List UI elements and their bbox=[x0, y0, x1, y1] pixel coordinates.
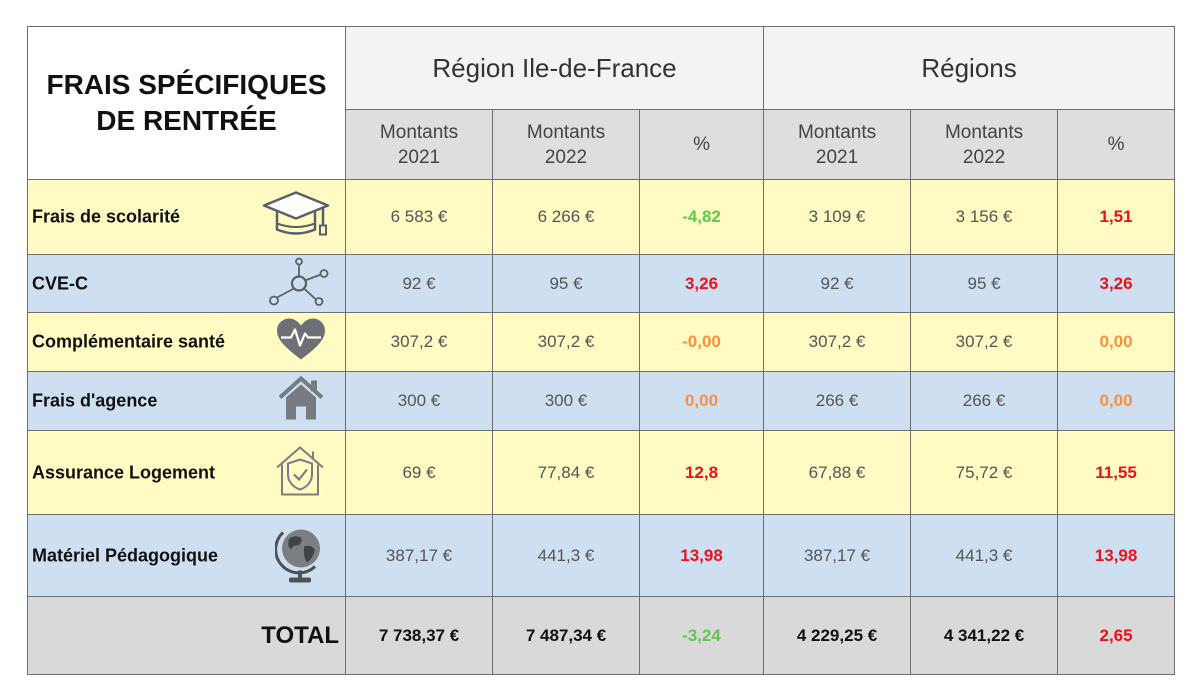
total-row: TOTAL 7 738,37 € 7 487,34 € -3,24 4 229,… bbox=[27, 596, 1176, 675]
cell-regions-2021: 307,2 € bbox=[763, 312, 912, 372]
cell-idf-pct: -4,82 bbox=[638, 179, 765, 255]
subheader-year: 2021 bbox=[815, 146, 859, 168]
cell-regions-2022: 307,2 € bbox=[910, 312, 1059, 372]
row-label: Frais de scolarité bbox=[32, 206, 181, 227]
subheader-label: Montants bbox=[526, 121, 606, 143]
row-label-cell: CVE-C bbox=[27, 254, 346, 313]
cell-regions-pct: 11,55 bbox=[1057, 430, 1176, 515]
total-idf-2022: 7 487,34 € bbox=[492, 596, 640, 675]
total-regions-pct: 2,65 bbox=[1057, 596, 1176, 675]
cell-regions-2021: 3 109 € bbox=[763, 179, 912, 255]
cell-regions-pct: 13,98 bbox=[1057, 514, 1176, 597]
subheader-regions-pct: % bbox=[1057, 109, 1176, 180]
globe-icon bbox=[274, 522, 325, 589]
title-line-2: DE RENTRÉE bbox=[96, 105, 277, 136]
cell-regions-2022: 3 156 € bbox=[910, 179, 1059, 255]
cell-regions-pct: 1,51 bbox=[1057, 179, 1176, 255]
cell-regions-2022: 95 € bbox=[910, 254, 1059, 313]
total-regions-2021: 4 229,25 € bbox=[763, 596, 912, 675]
cell-idf-2022: 307,2 € bbox=[492, 312, 640, 372]
cell-idf-pct: 0,00 bbox=[638, 371, 765, 431]
subheader-idf-pct: % bbox=[638, 109, 765, 180]
cell-idf-2022: 441,3 € bbox=[492, 514, 640, 597]
total-idf-pct: -3,24 bbox=[638, 596, 765, 675]
cell-idf-2021: 300 € bbox=[345, 371, 493, 431]
row-label: Frais d'agence bbox=[32, 390, 158, 411]
subheader-year: 2022 bbox=[544, 146, 588, 168]
total-idf-2021: 7 738,37 € bbox=[345, 596, 493, 675]
cell-regions-pct: 0,00 bbox=[1057, 371, 1176, 431]
cell-regions-2021: 92 € bbox=[763, 254, 912, 313]
total-label: TOTAL bbox=[27, 596, 346, 675]
row-label: Matériel Pédagogique bbox=[32, 545, 219, 565]
table-row: Complémentaire santé 307,2 € 307,2 € -0,… bbox=[27, 312, 1176, 372]
subheader-idf-2021: Montants 2021 bbox=[345, 109, 493, 180]
table-row: Matériel Pédagogique 387,17 € 441,3 € 13… bbox=[27, 514, 1176, 597]
subheader-label: Montants bbox=[379, 121, 459, 143]
cell-idf-pct: 12,8 bbox=[638, 430, 765, 515]
row-label-cell: Matériel Pédagogique bbox=[27, 514, 346, 597]
subheader-year: 2021 bbox=[397, 146, 441, 168]
subheader-idf-2022: Montants 2022 bbox=[492, 109, 640, 180]
cell-idf-2022: 77,84 € bbox=[492, 430, 640, 515]
row-label: CVE-C bbox=[32, 273, 89, 293]
cell-idf-pct: -0,00 bbox=[638, 312, 765, 372]
cell-idf-2022: 95 € bbox=[492, 254, 640, 313]
subheader-year: 2022 bbox=[962, 146, 1006, 168]
cell-idf-2021: 92 € bbox=[345, 254, 493, 313]
cell-regions-pct: 3,26 bbox=[1057, 254, 1176, 313]
subheader-regions-2021: Montants 2021 bbox=[763, 109, 912, 180]
subheader-label: Montants bbox=[944, 121, 1024, 143]
cell-idf-2021: 69 € bbox=[345, 430, 493, 515]
cell-idf-pct: 3,26 bbox=[638, 254, 765, 313]
cell-regions-2021: 67,88 € bbox=[763, 430, 912, 515]
subheader-regions-2022: Montants 2022 bbox=[910, 109, 1059, 180]
graduation-cap-icon bbox=[261, 190, 331, 245]
row-label: Complémentaire santé bbox=[32, 331, 226, 352]
fees-table: FRAIS SPÉCIFIQUES DE RENTRÉE Région Ile-… bbox=[27, 26, 1176, 675]
table-row: Frais d'agence 300 € 300 € 0,00 266 € 26… bbox=[27, 371, 1176, 431]
molecule-network-icon bbox=[267, 256, 331, 311]
row-label-cell: Assurance Logement bbox=[27, 430, 346, 515]
row-label-cell: Frais de scolarité bbox=[27, 179, 346, 255]
cell-regions-2022: 75,72 € bbox=[910, 430, 1059, 515]
cell-idf-2021: 387,17 € bbox=[345, 514, 493, 597]
cell-regions-2022: 441,3 € bbox=[910, 514, 1059, 597]
cell-regions-2021: 266 € bbox=[763, 371, 912, 431]
row-label-cell: Frais d'agence bbox=[27, 371, 346, 431]
row-label-cell: Complémentaire santé bbox=[27, 312, 346, 372]
heart-pulse-icon bbox=[275, 318, 327, 367]
table-row: Assurance Logement 69 € 77,84 € 12,8 67,… bbox=[27, 430, 1176, 515]
cell-regions-2022: 266 € bbox=[910, 371, 1059, 431]
group-header-regions: Régions bbox=[763, 26, 1176, 110]
cell-regions-2021: 387,17 € bbox=[763, 514, 912, 597]
cell-idf-2021: 307,2 € bbox=[345, 312, 493, 372]
row-label: Assurance Logement bbox=[32, 462, 216, 482]
cell-regions-pct: 0,00 bbox=[1057, 312, 1176, 372]
table-row: Frais de scolarité 6 583 € 6 266 € -4,82… bbox=[27, 179, 1176, 255]
table-title: FRAIS SPÉCIFIQUES DE RENTRÉE bbox=[27, 26, 346, 180]
cell-idf-pct: 13,98 bbox=[638, 514, 765, 597]
title-line-1: FRAIS SPÉCIFIQUES bbox=[46, 69, 327, 100]
group-header-idf: Région Ile-de-France bbox=[344, 26, 765, 110]
cell-idf-2021: 6 583 € bbox=[345, 179, 493, 255]
total-regions-2022: 4 341,22 € bbox=[910, 596, 1059, 675]
house-icon bbox=[277, 375, 325, 427]
table-row: CVE-C 92 € 95 € 3,26 92 € 95 € 3,26 bbox=[27, 254, 1176, 313]
subheader-label: Montants bbox=[797, 121, 877, 143]
cell-idf-2022: 300 € bbox=[492, 371, 640, 431]
cell-idf-2022: 6 266 € bbox=[492, 179, 640, 255]
house-shield-icon bbox=[273, 443, 327, 502]
